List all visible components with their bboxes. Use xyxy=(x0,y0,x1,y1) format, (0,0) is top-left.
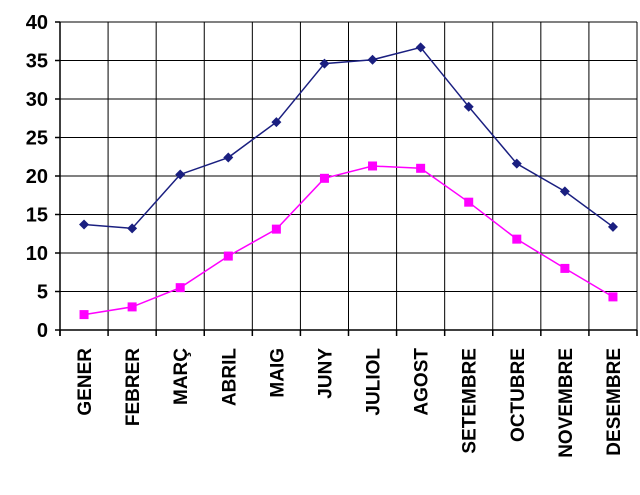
series-2-point xyxy=(271,224,281,234)
series-2-point xyxy=(127,302,137,312)
y-tick-label: 0 xyxy=(37,320,48,342)
series-2-point xyxy=(223,251,233,261)
series-1-point xyxy=(223,152,234,163)
series-1-point xyxy=(511,158,522,169)
series-1-point xyxy=(463,101,474,112)
series-2-point xyxy=(368,161,378,171)
series-2-point xyxy=(464,197,474,207)
series-2-point xyxy=(416,163,426,173)
series-1-point xyxy=(271,117,282,128)
series-1-point xyxy=(319,58,330,69)
x-tick-label: ABRIL xyxy=(219,348,240,406)
x-tick-label: GENER xyxy=(75,348,96,416)
series-1-point xyxy=(367,54,378,65)
series-2-point xyxy=(319,173,329,183)
series-lines xyxy=(79,42,618,320)
x-tick-label: DESEMBRE xyxy=(604,348,625,456)
series-2-point xyxy=(512,234,522,244)
x-tick-label: JULIOL xyxy=(364,348,385,416)
series-1-point xyxy=(559,186,570,197)
series-line-2 xyxy=(83,165,614,316)
x-tick-label: MAIG xyxy=(267,348,288,398)
axes xyxy=(55,21,638,336)
series-2-point xyxy=(608,292,618,302)
series-1-point xyxy=(607,221,618,232)
y-tick-label: 10 xyxy=(26,243,48,265)
y-tick-label: 35 xyxy=(26,51,48,73)
y-tick-label: 20 xyxy=(26,166,48,188)
series-1-point xyxy=(79,219,90,230)
y-tick-label: 25 xyxy=(26,128,48,150)
x-tick-label: OCTUBRE xyxy=(508,348,529,442)
x-tick-label: FEBRER xyxy=(123,348,144,426)
x-tick-label: SETEMBRE xyxy=(460,348,481,454)
x-tick-label: JUNY xyxy=(315,348,336,399)
series-2-point xyxy=(175,283,185,293)
x-tick-label: MARÇ xyxy=(171,348,192,405)
x-tick-labels: GENER FEBRER MARÇ ABRIL MAIG JUNY JULIOL AGOST S… xyxy=(75,348,625,458)
series-line-1 xyxy=(83,46,614,230)
series-1-point xyxy=(175,169,186,180)
series-2-point xyxy=(79,310,89,320)
series-2-point xyxy=(560,263,570,273)
y-tick-label: 30 xyxy=(26,89,48,111)
x-tick-label: AGOST xyxy=(412,348,433,416)
gridlines xyxy=(59,21,638,331)
y-tick-labels: 0 5 10 15 20 25 30 35 40 xyxy=(26,12,48,342)
y-tick-label: 40 xyxy=(26,12,48,34)
y-tick-label: 15 xyxy=(26,205,48,227)
series-1-point xyxy=(415,42,426,53)
series-1-point xyxy=(127,223,138,234)
y-tick-label: 5 xyxy=(37,282,48,304)
x-tick-label: NOVEMBRE xyxy=(556,348,577,458)
